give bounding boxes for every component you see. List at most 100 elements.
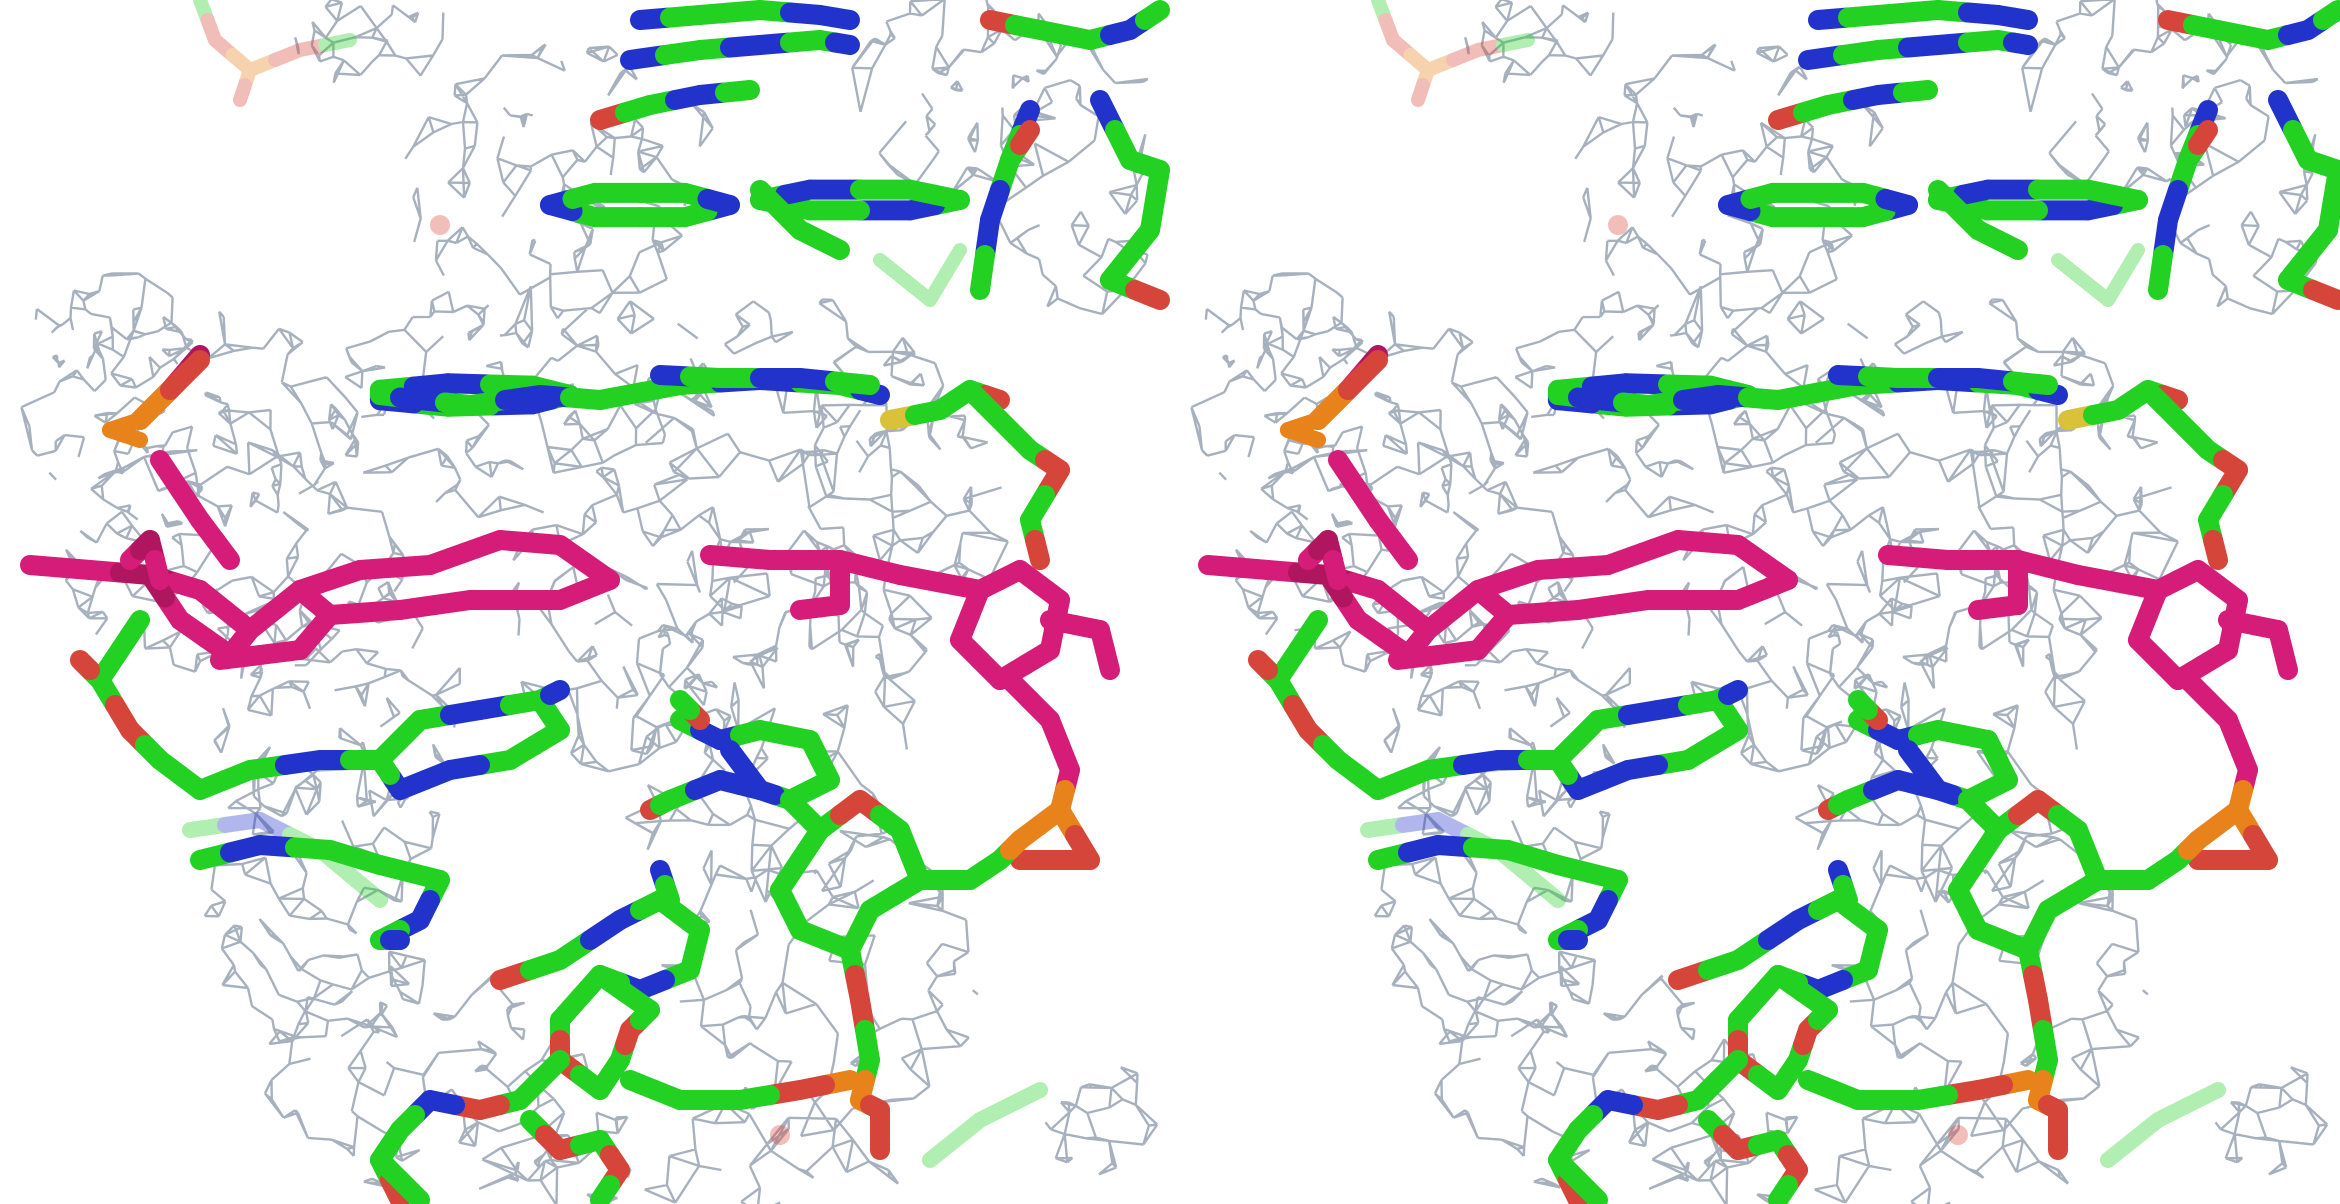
bond bbox=[70, 650, 110, 690]
backbone-bottom bbox=[1698, 1110, 1808, 1204]
ligand-branch bbox=[120, 530, 170, 590]
bond bbox=[590, 1160, 630, 1204]
bond bbox=[810, 5, 860, 30]
base-upper-link bbox=[750, 180, 850, 260]
bond bbox=[1848, 690, 1888, 730]
bond bbox=[1968, 368, 2058, 395]
backbone-oxygen bbox=[70, 650, 110, 690]
bond bbox=[1968, 220, 2028, 260]
bond bbox=[1020, 510, 1050, 570]
bond bbox=[710, 770, 770, 800]
bond bbox=[2051, 253, 2115, 307]
backbone-mid bbox=[840, 940, 890, 1160]
backbone-lower bbox=[1798, 1070, 2038, 1110]
bond bbox=[130, 350, 210, 430]
base-mid-bottom bbox=[640, 770, 770, 820]
bond bbox=[1708, 680, 1748, 710]
stereo-panel-right bbox=[1170, 0, 2340, 1204]
purine-base-left bbox=[1368, 690, 1748, 800]
bond bbox=[1548, 750, 1588, 800]
bond bbox=[2078, 179, 2148, 210]
ligand-right-branch bbox=[1968, 550, 2028, 620]
base-top-3 bbox=[590, 80, 760, 130]
bond bbox=[1768, 965, 1838, 1020]
bond bbox=[790, 595, 850, 620]
bond bbox=[2268, 620, 2298, 680]
bond bbox=[1528, 555, 1618, 580]
bond bbox=[923, 243, 967, 307]
base-upper-link bbox=[1928, 180, 2028, 260]
phosphate-right bbox=[1010, 800, 1100, 870]
amine-low bbox=[650, 860, 680, 910]
bond bbox=[2168, 830, 2208, 870]
stick-model bbox=[1198, 0, 2340, 1204]
ligand-linker bbox=[1328, 450, 1418, 570]
bond-end bbox=[370, 1150, 430, 1204]
bond bbox=[2198, 510, 2228, 570]
base-ring-upper bbox=[1718, 182, 1918, 228]
purine-base-left bbox=[190, 690, 570, 800]
bond bbox=[1728, 910, 1808, 970]
bond bbox=[675, 182, 740, 215]
bond bbox=[1386, 33, 1435, 77]
bond bbox=[873, 253, 937, 307]
bond bbox=[690, 80, 760, 105]
bond bbox=[1548, 1150, 1608, 1204]
bond bbox=[1598, 530, 1688, 575]
bond bbox=[250, 835, 340, 860]
backbone-mid bbox=[2018, 940, 2068, 1160]
bond bbox=[1471, 33, 1535, 57]
ligand-aromatic bbox=[240, 530, 620, 640]
bond bbox=[620, 1070, 690, 1110]
phosphate-oxygen bbox=[130, 350, 210, 430]
bond bbox=[1853, 182, 1918, 215]
bond bbox=[1568, 590, 1658, 620]
bond bbox=[1498, 600, 1588, 625]
base-ring-upper bbox=[540, 182, 740, 228]
backbone-oxygen bbox=[1248, 650, 1288, 690]
bond bbox=[193, 0, 222, 47]
ligand-linker bbox=[150, 450, 240, 570]
bond bbox=[620, 40, 710, 70]
phosphate-oxygen bbox=[1308, 350, 1388, 430]
ligand-right-tail bbox=[2218, 610, 2298, 680]
faded-residue bbox=[2100, 1082, 2226, 1168]
faded-water bbox=[770, 1125, 790, 1145]
bond bbox=[1768, 375, 1868, 410]
bond bbox=[790, 368, 880, 395]
bond bbox=[90, 610, 150, 690]
bond bbox=[420, 530, 510, 575]
bond bbox=[590, 375, 690, 410]
ligand-right-ring bbox=[1878, 545, 2248, 690]
bond bbox=[190, 510, 240, 570]
protein-chain-top bbox=[980, 0, 1170, 50]
backbone-lower bbox=[620, 1070, 860, 1110]
backbone-right bbox=[2138, 380, 2248, 570]
bond bbox=[2150, 1082, 2226, 1128]
bond bbox=[233, 63, 257, 107]
bond bbox=[860, 870, 930, 920]
bond-end bbox=[1548, 1150, 1608, 1204]
molecule-render-right bbox=[1190, 0, 2340, 1204]
bond bbox=[1988, 30, 2038, 55]
bond bbox=[2268, 90, 2318, 170]
faded-water bbox=[1948, 1125, 1968, 1145]
protein-chain-right bbox=[1090, 90, 1170, 310]
faded-residue bbox=[1421, 33, 1535, 77]
bond bbox=[240, 750, 330, 780]
bond bbox=[243, 43, 307, 77]
faded-water bbox=[430, 215, 450, 235]
bond bbox=[530, 680, 570, 710]
ribose-low bbox=[550, 965, 660, 1100]
bond bbox=[1248, 650, 1288, 690]
bond bbox=[370, 1150, 430, 1204]
ligand-tail bbox=[210, 605, 340, 670]
molecule-render-left bbox=[20, 0, 1170, 1204]
bond bbox=[370, 750, 410, 800]
bond bbox=[890, 565, 990, 600]
bond bbox=[650, 860, 680, 910]
bond bbox=[2148, 210, 2178, 300]
bond bbox=[2278, 270, 2340, 310]
backbone-lowest bbox=[1548, 1050, 1748, 1204]
